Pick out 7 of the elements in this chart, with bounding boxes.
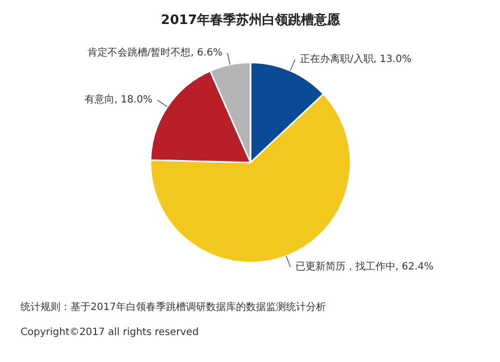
slice-label: 肯定不会跳槽/暂时不想, 6.6% [87, 46, 222, 58]
slice-label: 有意向, 18.0% [84, 94, 152, 106]
text: Copyright©2017 all rights reserved [20, 327, 199, 338]
text: 统计规则：基于2017年白领春季跳槽调研数据库的数据监测统计分析 [20, 301, 326, 313]
slice-label: 已更新简历，找工作中, 62.4% [295, 260, 434, 273]
slice-label: 正在办离职/入职, 13.0% [300, 53, 412, 66]
chart-title: 2017年春季苏州白领跳槽意愿 [160, 12, 342, 28]
